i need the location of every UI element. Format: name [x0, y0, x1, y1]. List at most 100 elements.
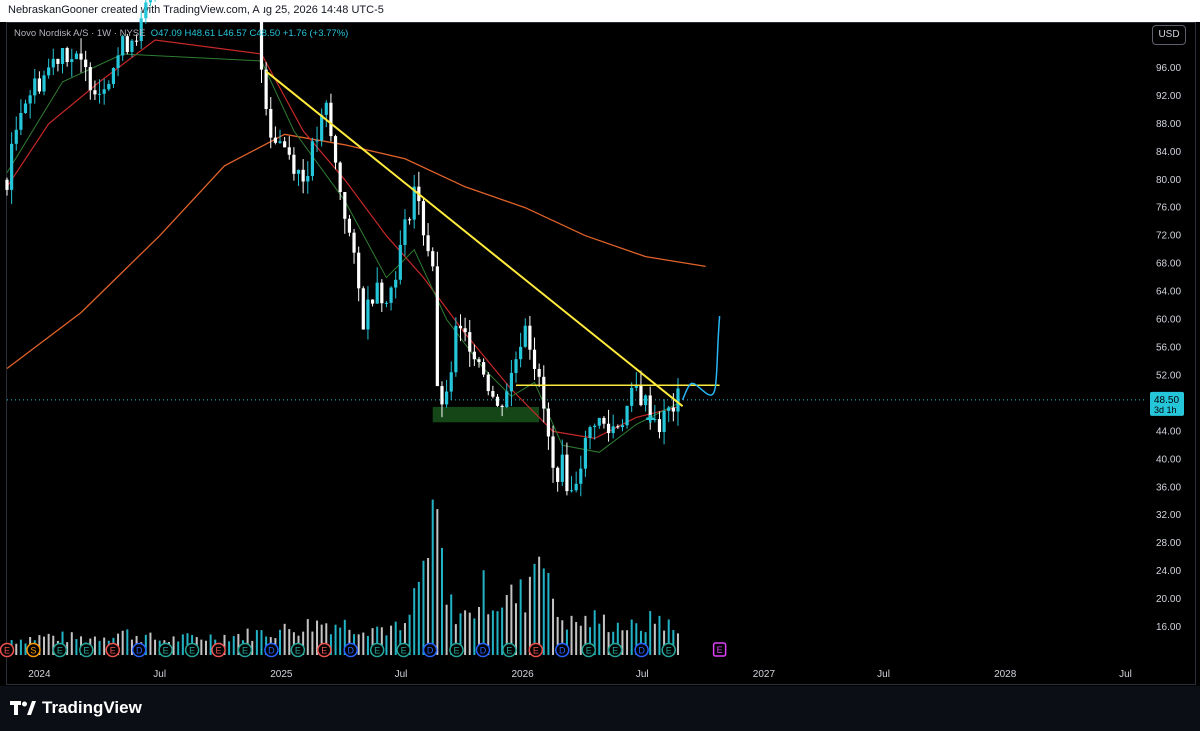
event-marker-label: E — [83, 646, 89, 656]
event-marker — [634, 642, 649, 658]
volume-bar — [487, 614, 490, 655]
candle-body — [667, 407, 671, 411]
candle-body — [634, 385, 638, 388]
event-marker-label: E — [454, 646, 460, 656]
candle-body — [421, 201, 426, 236]
volume-bar — [649, 611, 652, 655]
volume-bar — [431, 499, 434, 655]
volume-bar — [390, 625, 393, 655]
candle-body — [343, 192, 347, 219]
candle-body — [597, 417, 601, 426]
event-marker-label: E — [612, 646, 618, 656]
candle-body — [653, 419, 657, 421]
time-tick-label: Jul — [395, 669, 408, 680]
volume-bar — [663, 630, 666, 655]
price-tick-label: 40.00 — [1156, 454, 1181, 465]
event-marker — [52, 642, 68, 658]
candle-body — [47, 67, 51, 76]
volume-bar — [528, 576, 531, 655]
price-tick-label: 28.00 — [1156, 538, 1181, 549]
volume-bar — [283, 623, 286, 655]
candle-body — [338, 162, 342, 193]
candle-body — [259, 0, 264, 70]
candle-body — [301, 169, 305, 182]
volume-bar — [556, 616, 559, 655]
candle-body — [347, 218, 352, 233]
candle-body — [463, 328, 467, 333]
tradingview-logo[interactable]: TradingView — [10, 698, 142, 718]
ohlc-high: H48.61 — [184, 28, 216, 39]
candle-body — [84, 59, 88, 68]
candle-body — [134, 40, 139, 42]
volume-bar — [533, 563, 536, 655]
volume-bar — [621, 630, 624, 655]
ohlc-low: L46.57 — [217, 28, 247, 39]
volume-bar — [177, 641, 180, 655]
candle-body — [403, 219, 407, 245]
volume-bar — [19, 639, 22, 655]
candle-body — [486, 374, 490, 392]
event-marker — [661, 642, 676, 658]
event-marker — [237, 642, 253, 658]
price-tick-label: 36.00 — [1156, 482, 1181, 493]
volume-bar — [561, 620, 564, 655]
volume-bar — [357, 634, 360, 655]
volume-bar — [454, 624, 457, 655]
volume-bar — [47, 633, 50, 655]
volume-bar — [316, 620, 319, 655]
volume-bar — [325, 623, 328, 655]
volume-bar — [223, 634, 226, 655]
chart-frame[interactable] — [6, 22, 1196, 685]
volume-bar — [172, 636, 175, 655]
volume-bar — [70, 632, 73, 655]
price-tick-label: 80.00 — [1156, 175, 1181, 186]
candle-body — [671, 407, 675, 412]
candle-body — [125, 36, 129, 52]
event-marker-label: D — [136, 646, 143, 656]
volume-bar — [38, 635, 41, 655]
candle-body — [357, 252, 361, 289]
volume-bar — [306, 619, 309, 655]
candle-body — [630, 387, 634, 406]
volume-bar — [653, 623, 656, 655]
volume-bar — [422, 560, 425, 655]
event-marker — [317, 642, 332, 658]
candle-body — [389, 287, 393, 303]
symbol-legend[interactable]: Novo Nordisk A/S · 1W · NYSE O47.09 H48.… — [14, 28, 348, 39]
volume-bar — [255, 630, 258, 655]
candle-body — [426, 235, 430, 252]
candle-body — [51, 58, 55, 68]
volume-bar — [630, 619, 633, 655]
candle-body — [495, 396, 500, 406]
candle-body — [560, 454, 564, 482]
candle-body — [269, 109, 273, 138]
candle-body — [505, 391, 509, 408]
symbol-name[interactable]: Novo Nordisk A/S · 1W · NYSE — [14, 28, 146, 39]
volume-bar — [579, 625, 582, 655]
candle-body — [528, 325, 532, 350]
candle-body — [5, 179, 9, 190]
candle-body — [23, 103, 28, 114]
event-marker-label: E — [374, 646, 380, 656]
event-marker — [211, 642, 226, 658]
event-marker-label: E — [110, 646, 116, 656]
event-marker-label: E — [216, 646, 222, 656]
drawings — [265, 70, 721, 423]
candle-body — [19, 113, 23, 130]
volume-bar — [66, 642, 69, 655]
time-tick-label: 2024 — [28, 669, 51, 680]
future-event-marker — [712, 642, 727, 657]
event-marker-label: D — [480, 646, 487, 656]
volume-bar — [464, 610, 467, 655]
volume-bar — [399, 630, 402, 655]
last-price-label: 48.50 — [1154, 395, 1179, 406]
volume-bar — [602, 614, 605, 655]
volume-bar — [413, 588, 416, 655]
event-marker — [184, 642, 200, 658]
volume-bar — [339, 627, 342, 655]
currency-button[interactable]: USD — [1152, 25, 1186, 45]
candle-body — [264, 69, 268, 110]
event-marker — [528, 642, 544, 658]
event-marker — [475, 642, 491, 658]
